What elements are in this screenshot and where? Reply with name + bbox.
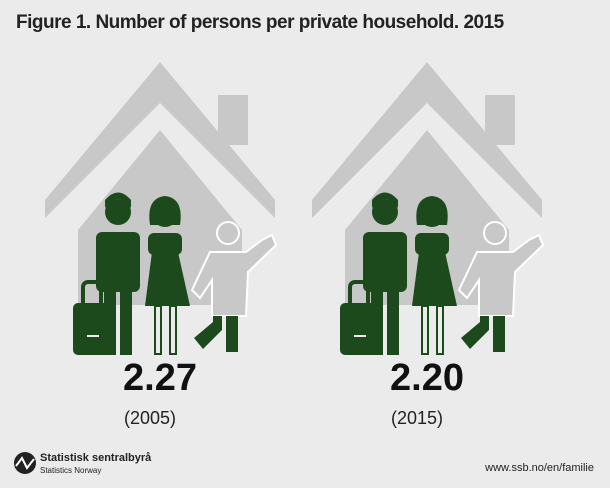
panel: 2.27 (2005) xyxy=(43,60,278,428)
year-label: (2005) xyxy=(124,408,176,428)
logo: Statistisk sentralbyrå Statistics Norway xyxy=(14,452,152,475)
title: Figure 1. Number of persons per private … xyxy=(16,12,505,33)
logo-sub: Statistics Norway xyxy=(40,466,101,475)
value: 2.27 xyxy=(123,357,197,399)
logo-name: Statistisk sentralbyrå xyxy=(40,452,152,464)
url: www.ssb.no/en/familie xyxy=(484,462,594,474)
panel: 2.20 (2015) xyxy=(310,60,545,428)
value: 2.20 xyxy=(390,357,464,399)
year-label: (2015) xyxy=(391,408,443,428)
